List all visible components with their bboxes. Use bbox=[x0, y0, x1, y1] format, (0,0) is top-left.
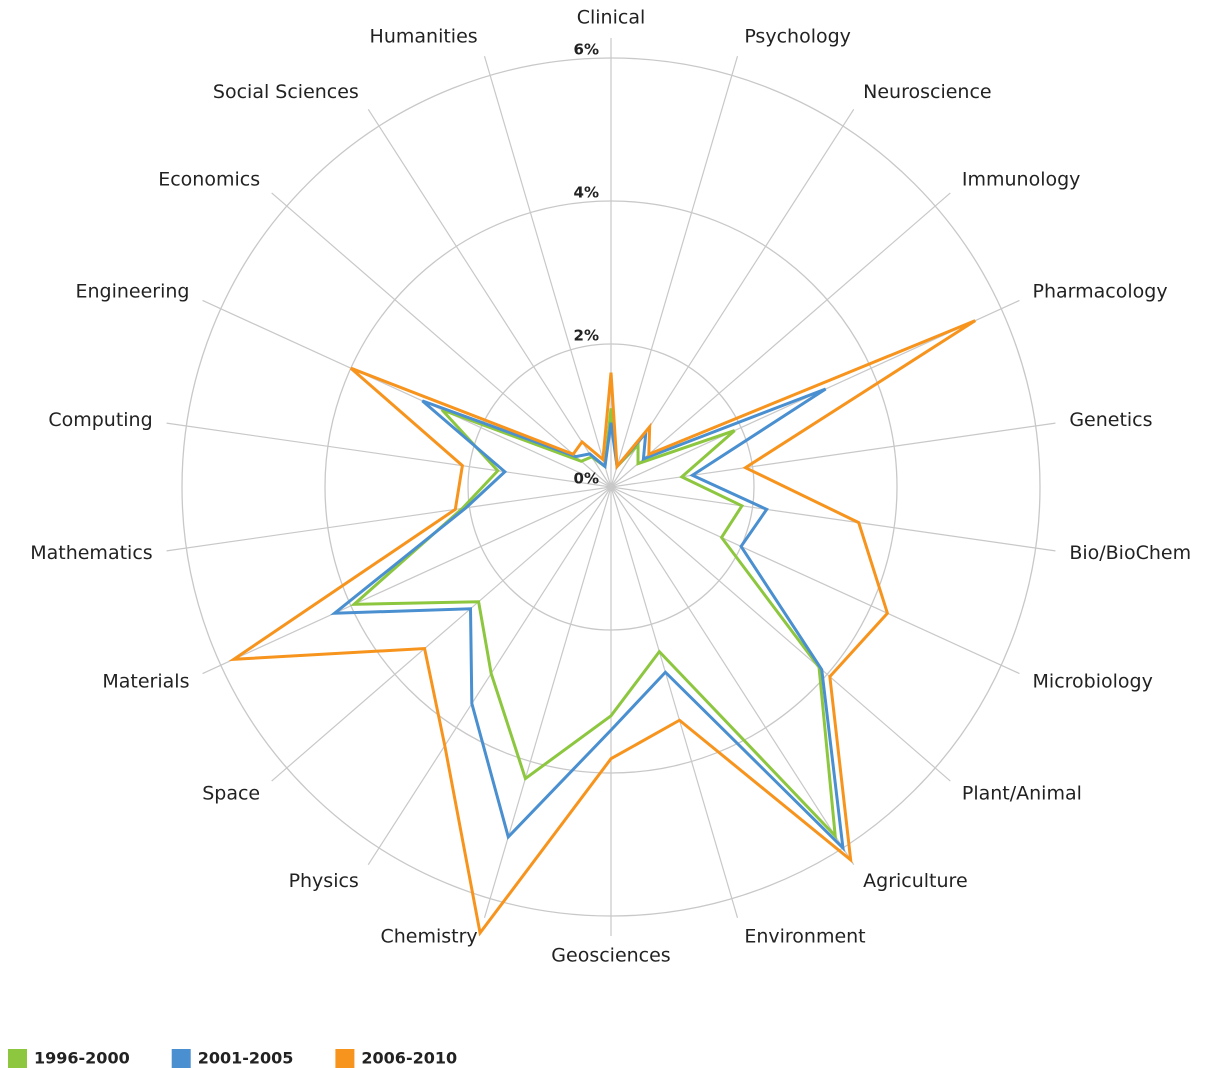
category-label: Geosciences bbox=[551, 945, 670, 967]
spoke bbox=[483, 56, 612, 488]
tick-label: 0% bbox=[574, 470, 599, 488]
category-label: Humanities bbox=[370, 25, 478, 47]
series-line bbox=[228, 319, 977, 937]
tick-label: 4% bbox=[574, 184, 599, 202]
category-label: Psychology bbox=[744, 25, 851, 47]
category-label: Pharmacology bbox=[1033, 281, 1168, 303]
category-label: Materials bbox=[102, 670, 189, 692]
spoke bbox=[610, 486, 739, 918]
spoke bbox=[166, 422, 612, 488]
spoke bbox=[202, 299, 612, 488]
category-label: Space bbox=[202, 783, 260, 805]
legend-swatch bbox=[335, 1049, 355, 1068]
category-label: Agriculture bbox=[863, 870, 968, 892]
spoke bbox=[202, 486, 612, 675]
category-label: Physics bbox=[289, 870, 359, 892]
spoke bbox=[367, 108, 612, 488]
category-label: Neuroscience bbox=[863, 81, 991, 103]
spoke bbox=[610, 486, 1020, 675]
category-label: Microbiology bbox=[1033, 670, 1153, 692]
spoke bbox=[271, 486, 612, 782]
legend-label: 2001-2005 bbox=[198, 1049, 294, 1068]
spoke bbox=[610, 422, 1056, 488]
category-label: Genetics bbox=[1069, 409, 1152, 431]
spoke bbox=[610, 486, 951, 782]
spoke bbox=[367, 486, 612, 866]
category-label: Economics bbox=[158, 168, 260, 190]
spoke bbox=[483, 486, 612, 918]
legend-label: 2006-2010 bbox=[361, 1049, 457, 1068]
category-label: Bio/BioChem bbox=[1069, 542, 1191, 564]
category-label: Social Sciences bbox=[213, 81, 359, 103]
category-label: Computing bbox=[48, 409, 152, 431]
spoke bbox=[166, 486, 612, 552]
spoke bbox=[271, 192, 612, 488]
legend-swatch bbox=[171, 1049, 191, 1068]
legend-label: 1996-2000 bbox=[34, 1049, 130, 1068]
tick-label: 2% bbox=[574, 327, 599, 345]
category-label: Environment bbox=[744, 926, 865, 948]
spoke bbox=[610, 56, 739, 488]
spoke bbox=[610, 192, 951, 488]
category-label: Plant/Animal bbox=[962, 783, 1082, 805]
category-label: Mathematics bbox=[30, 542, 152, 564]
spoke bbox=[610, 486, 855, 866]
category-label: Chemistry bbox=[380, 926, 477, 948]
legend-swatch bbox=[8, 1049, 27, 1068]
category-label: Immunology bbox=[962, 168, 1081, 190]
category-label: Engineering bbox=[75, 281, 189, 303]
tick-label: 6% bbox=[574, 41, 599, 59]
category-label: Clinical bbox=[577, 7, 646, 29]
series-line bbox=[350, 408, 838, 841]
spoke bbox=[610, 108, 855, 488]
spoke bbox=[610, 486, 1056, 552]
series-line bbox=[330, 387, 845, 852]
